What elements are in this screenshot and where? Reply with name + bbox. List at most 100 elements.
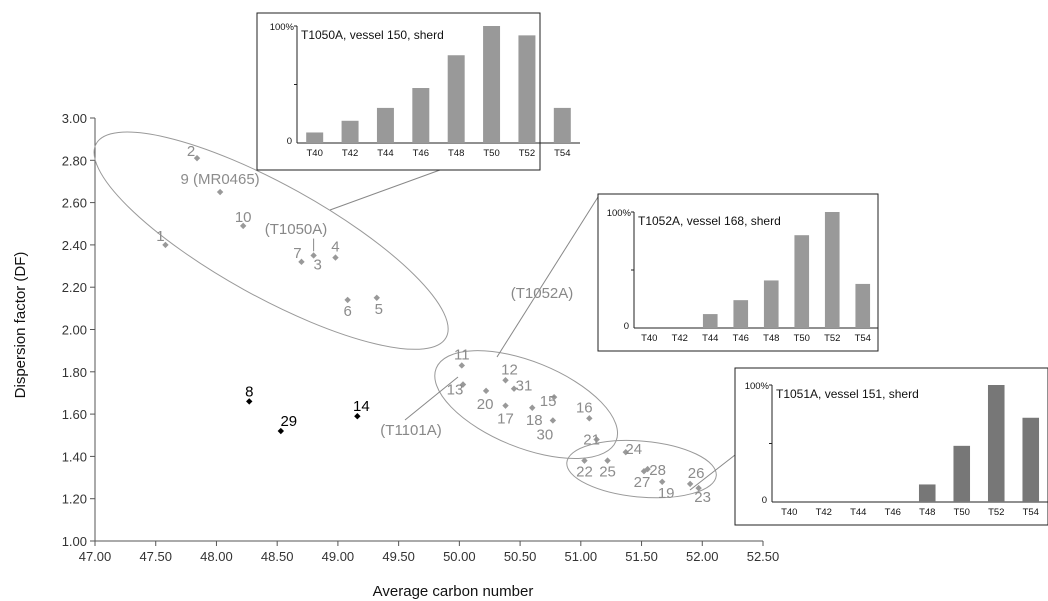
- point-label: 20: [477, 396, 494, 413]
- data-point: [593, 436, 600, 443]
- data-point: [622, 448, 629, 456]
- annotation-label: (T1050A): [265, 221, 328, 238]
- data-point: [458, 362, 465, 369]
- inset-bar: [794, 235, 810, 328]
- point-label: 1: [156, 228, 164, 245]
- inset-ymax-label: 100%: [745, 381, 770, 392]
- y-axis-title: Dispersion factor (DF): [12, 252, 29, 399]
- inset-category-label: T54: [554, 148, 570, 159]
- data-point: [193, 154, 201, 162]
- point-label: 27: [634, 474, 651, 491]
- inset-bar: [953, 445, 971, 502]
- x-tick-label: 48.00: [200, 549, 233, 564]
- inset-bar: [1022, 417, 1040, 502]
- y-tick-label: 2.60: [62, 196, 87, 211]
- inset-category-label: T54: [855, 333, 871, 344]
- connector-line: [329, 169, 441, 211]
- data-point: [332, 254, 339, 261]
- annotation-label: (T1052A): [511, 285, 574, 302]
- data-point: [482, 387, 490, 395]
- data-point: [239, 222, 247, 230]
- x-tick-label: 51.00: [565, 549, 598, 564]
- data-point: [502, 377, 509, 384]
- inset-bar: [733, 300, 749, 328]
- y-tick-label: 1.00: [62, 534, 87, 549]
- point-label: 26: [688, 465, 705, 482]
- point-label: 30: [537, 426, 554, 443]
- y-tick-label: 2.00: [62, 323, 87, 338]
- inset-ymin-label: 0: [624, 321, 629, 332]
- data-point: [502, 402, 509, 409]
- inset-category-label: T48: [763, 333, 779, 344]
- data-point: [344, 296, 351, 304]
- data-point: [373, 294, 380, 301]
- inset-category-label: T40: [641, 333, 657, 344]
- inset-title: T1052A, vessel 168, sherd: [638, 214, 781, 228]
- point-label: 7: [293, 245, 301, 262]
- inset-bar: [987, 385, 1005, 502]
- y-tick-label: 1.40: [62, 449, 87, 464]
- point-label: 24: [625, 441, 642, 458]
- cluster-ellipse: [93, 131, 449, 350]
- point-label: 23: [694, 489, 711, 506]
- data-point: [581, 457, 588, 464]
- data-point: [604, 457, 611, 464]
- axes: 1.00 1.20 1.40 1.60 1.80 2.00 2.20 2.40 2.60 2.80…: [62, 111, 780, 564]
- cluster-ellipse: [566, 439, 717, 499]
- point-label: 8: [245, 383, 253, 400]
- inset-bar: [341, 120, 359, 143]
- data-point: [549, 417, 557, 424]
- inset-category-label: T46: [885, 507, 901, 518]
- data-point: [277, 427, 285, 435]
- point-label: 10: [235, 209, 252, 226]
- inset-category-label: T48: [448, 148, 464, 159]
- inset-category-label: T44: [377, 148, 393, 159]
- data-point: [686, 480, 694, 488]
- inset-ymin-label: 0: [287, 136, 292, 147]
- x-tick-label: 51.50: [625, 549, 658, 564]
- inset-chart: 100% 0 T1052A, vessel 168, sherd T40 T42 T44 T…: [597, 193, 879, 352]
- inset-category-label: T40: [781, 507, 797, 518]
- data-point: [695, 484, 702, 492]
- x-tick-label: 47.50: [139, 549, 172, 564]
- cluster-ellipses: [93, 131, 717, 499]
- point-label: 6: [343, 303, 351, 320]
- data-point: [529, 404, 536, 411]
- point-label: 2: [187, 143, 195, 160]
- data-point: [246, 398, 253, 405]
- inset-bar: [376, 107, 394, 143]
- inset-category-label: T48: [919, 507, 935, 518]
- y-tick-label: 1.80: [62, 365, 87, 380]
- point-label: 29: [280, 413, 297, 430]
- data-point: [550, 393, 558, 401]
- y-tick-label: 2.40: [62, 238, 87, 253]
- data-point: [298, 258, 305, 266]
- inset-ymax-label: 100%: [270, 22, 295, 33]
- inset-category-label: T42: [342, 148, 358, 159]
- inset-title: T1051A, vessel 151, sherd: [776, 387, 919, 401]
- point-label: 15: [540, 393, 557, 410]
- connector-lines: [313, 169, 736, 491]
- inset-bar: [306, 132, 324, 143]
- inset-category-label: T50: [794, 333, 810, 344]
- inset-ymax-label: 100%: [607, 208, 632, 219]
- y-tick-label: 3.00: [62, 111, 87, 126]
- x-tick-label: 48.50: [261, 549, 294, 564]
- point-label: 9 (MR0465): [180, 171, 259, 188]
- data-point: [510, 385, 518, 392]
- inset-category-label: T40: [307, 148, 323, 159]
- inset-category-label: T52: [824, 333, 840, 344]
- inset-category-label: T52: [988, 507, 1004, 518]
- point-label: 22: [576, 464, 593, 481]
- point-label: 28: [649, 462, 666, 479]
- x-tick-label: 49.00: [322, 549, 355, 564]
- data-point: [658, 478, 666, 485]
- inset-ymin-label: 0: [762, 495, 767, 506]
- inset-bar: [483, 26, 501, 143]
- point-label: 11: [454, 346, 470, 363]
- inset-category-label: T42: [672, 333, 688, 344]
- inset-bar: [824, 212, 840, 328]
- inset-category-label: T44: [702, 333, 718, 344]
- inset-category-label: T42: [816, 507, 832, 518]
